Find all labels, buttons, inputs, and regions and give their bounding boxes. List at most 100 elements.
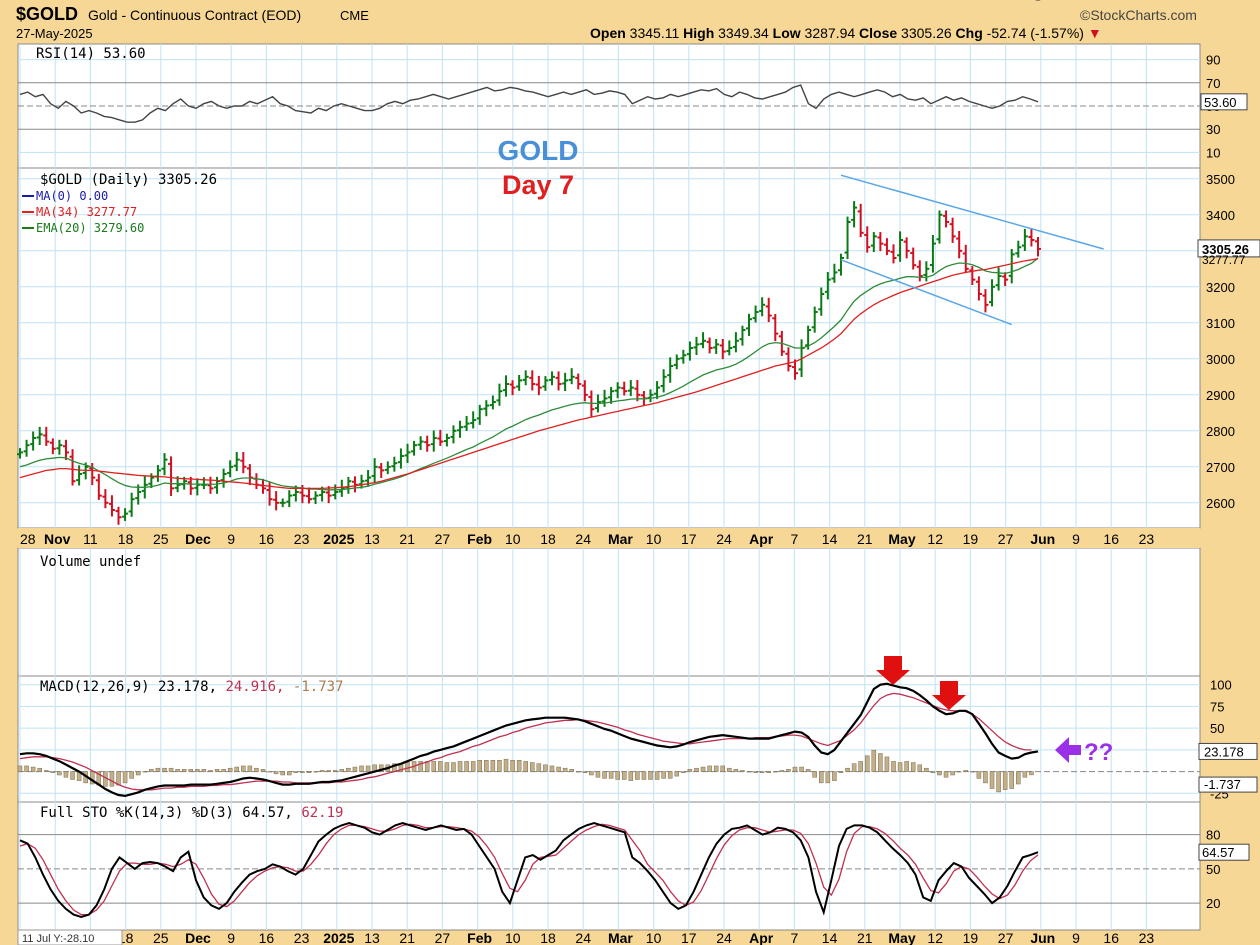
date-label: 27-May-2025 — [16, 26, 93, 41]
last-price-box — [1197, 239, 1260, 258]
x-tick-label: 12 — [927, 531, 943, 547]
macd-histogram-bar — [746, 771, 752, 773]
macd-histogram-bar — [464, 761, 469, 772]
macd-histogram-bar — [1022, 771, 1028, 778]
panel-titles: RSI(14) 53.60 $GOLD (Daily) 3305.26 MA(0… — [22, 46, 343, 821]
macd-histogram-bar — [740, 770, 745, 772]
ohlc-bar — [509, 380, 516, 396]
ohlc-bar — [634, 380, 641, 402]
sto-title: Full STO %K(14,3) %D(3) 64.57, 62.19 — [40, 805, 343, 821]
price-tick-label: 2600 — [1206, 496, 1235, 511]
ohlc-bar — [621, 381, 628, 396]
macd-tick-label: 75 — [1210, 699, 1224, 714]
macd-title: MACD(12,26,9) 23.178, 24.916, -1.737 — [40, 679, 343, 695]
price-tick-label: 3200 — [1206, 280, 1235, 295]
ohlc-bar — [227, 460, 234, 478]
macd-histogram-bar — [845, 767, 850, 772]
ohlc-bar — [437, 429, 444, 446]
ohlc-bar — [601, 389, 608, 407]
ohlc-bar — [1008, 249, 1015, 284]
rsi-tick-label: 10 — [1206, 145, 1220, 160]
x-tick-label: 14 — [822, 531, 838, 547]
macd-histogram-bar — [227, 767, 233, 772]
ohlc-bar — [43, 426, 50, 446]
ohlc-bar — [1021, 228, 1028, 251]
macd-histogram-bar — [576, 771, 581, 773]
macd-histogram-bar — [326, 770, 331, 772]
x-tick-label-bottom: Dec — [185, 930, 211, 945]
macd-histogram-bar — [628, 771, 634, 781]
ohlc-bar — [417, 436, 424, 451]
ohlc-bar — [759, 297, 766, 317]
macd-histogram-bar — [490, 760, 496, 772]
macd-histogram-bar — [864, 755, 870, 772]
ohlc-bar — [851, 201, 858, 228]
ohlc-bar — [62, 439, 69, 460]
ohlc-bar — [943, 210, 950, 228]
x-tick-label: 11 — [83, 531, 98, 547]
ohlc-bar — [391, 456, 398, 472]
symbol-label: $GOLD — [16, 4, 78, 24]
macd-histogram-bar — [477, 760, 482, 772]
macd-histogram-bar — [720, 765, 725, 772]
macd-histogram-bar — [260, 769, 266, 772]
crosshair-tag-box — [17, 929, 123, 945]
macd-histogram-bar — [444, 762, 450, 772]
x-tick-label-bottom: 24 — [716, 930, 732, 945]
sto-tick-label: 20 — [1206, 896, 1220, 911]
macd-histogram-bar — [510, 760, 515, 772]
x-tick-label: 2025 — [323, 531, 354, 547]
macd-histogram-bar — [313, 771, 318, 773]
x-tick-label: 9 — [227, 531, 235, 547]
macd-histogram-bar — [273, 771, 279, 775]
macd-histogram-bar — [30, 766, 36, 772]
ohlc-bar — [995, 267, 1002, 291]
macd-last-label: 23.178 — [1204, 744, 1244, 759]
price-tick-label: 2900 — [1206, 388, 1235, 403]
ohlc-bar — [975, 276, 982, 301]
x-tick-label: 25 — [153, 531, 169, 547]
macd-histogram-bar — [694, 767, 699, 772]
ohlc-bar — [108, 495, 115, 517]
ohlc-bar — [818, 287, 825, 316]
ohlc-bar — [56, 439, 63, 455]
sto-tick-label: 50 — [1206, 862, 1220, 877]
x-tick-label-bottom: 13 — [364, 930, 380, 945]
ohlc-bar — [837, 253, 844, 276]
macd-histogram-bar — [405, 762, 410, 772]
ohlc-bar — [23, 439, 30, 457]
x-tick-label: 28 — [20, 531, 36, 547]
crosshair-tag: 11 Jul Y:-28.10 — [22, 933, 94, 945]
ohlc-bar — [969, 266, 976, 285]
ohlc-bar — [568, 368, 575, 385]
ohlc-bar — [279, 498, 286, 508]
ohlc-bar — [411, 440, 418, 456]
price-legend: MA(0) 0.00 MA(34) 3277.77 EMA(20) 3279.6… — [22, 189, 144, 235]
annotations: GOLD Day 7 ?? 11 Jul Y:-28.10 — [17, 135, 1113, 945]
ohlc-bar — [30, 431, 37, 451]
ohlc-bar — [194, 478, 201, 496]
macd-tick-label: 50 — [1210, 721, 1224, 736]
ohlc-bar — [877, 232, 884, 252]
x-tick-label-bottom: 17 — [681, 930, 697, 945]
ohlc-bar — [831, 263, 838, 283]
ohlc-bar — [746, 313, 753, 336]
ohlc-bar — [76, 465, 83, 486]
macd-histogram-bar — [451, 762, 456, 772]
macd-histogram-bar — [319, 770, 325, 772]
x-tick-label: 10 — [646, 531, 662, 547]
ohlc-bar — [516, 375, 523, 391]
macd-histogram-bar — [1029, 771, 1034, 776]
macd-histogram-bar — [759, 771, 765, 773]
macd-histogram-bar — [799, 766, 804, 772]
macd-histogram-bar — [221, 769, 226, 772]
ohlc-bar — [69, 449, 76, 486]
instrument-name: Gold - Continuous Contract (EOD) — [88, 7, 301, 23]
sto-k-line — [19, 822, 1039, 918]
macd-histogram-bar — [109, 771, 115, 787]
ohlc-bar — [529, 370, 536, 391]
macd-histogram-bar — [333, 770, 338, 772]
ohlc-bar — [726, 340, 733, 356]
macd-histogram-bar — [753, 771, 758, 773]
macd-histogram-bar — [871, 749, 877, 772]
